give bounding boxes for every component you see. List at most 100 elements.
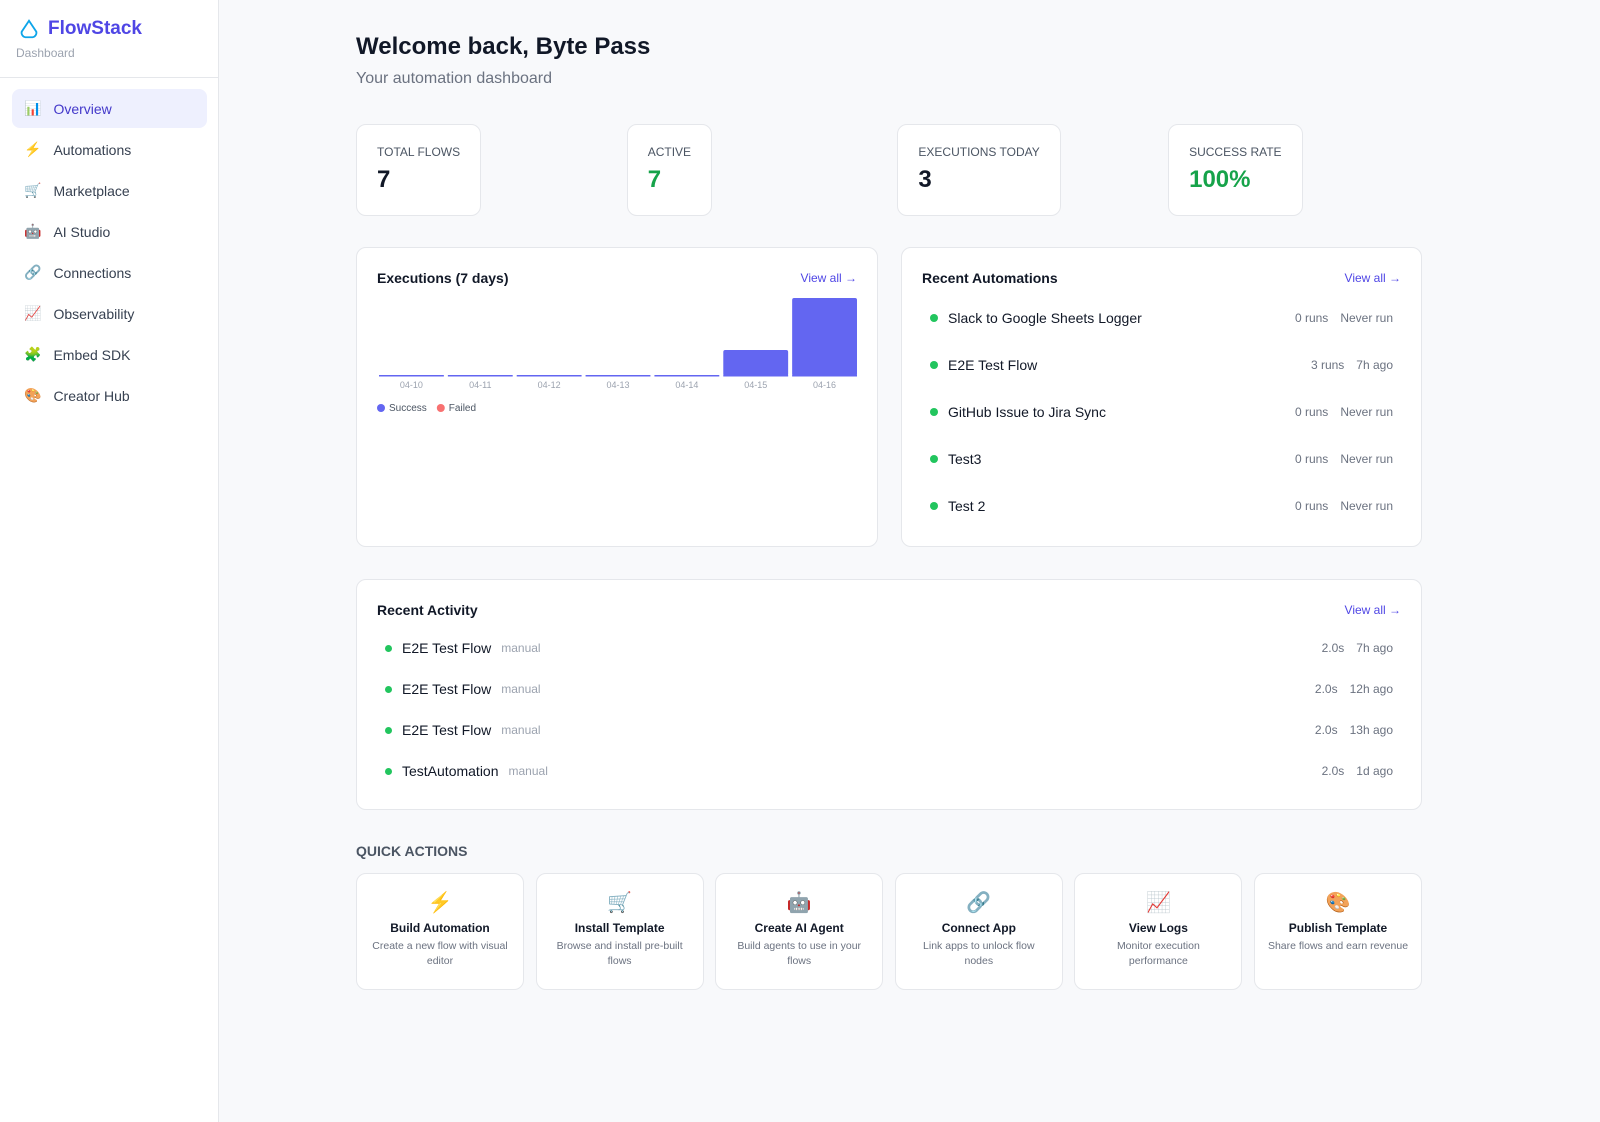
automation-row[interactable]: Test 2 0 runs Never run bbox=[930, 498, 1393, 514]
page-title: Welcome back, Byte Pass bbox=[356, 33, 651, 60]
action-icon: 🤖 bbox=[786, 892, 812, 914]
nav-icon: 🔗 bbox=[24, 264, 42, 280]
flow-name: E2E Test Flow bbox=[402, 681, 492, 697]
nav-item[interactable]: 🧩 Embed SDK bbox=[12, 335, 207, 374]
flow-name: E2E Test Flow bbox=[402, 722, 492, 738]
section-title: QUICK ACTIONS bbox=[356, 843, 468, 859]
status-dot bbox=[930, 502, 938, 510]
action-icon: 🎨 bbox=[1325, 892, 1351, 914]
duration: 2.0s bbox=[1314, 682, 1338, 696]
view-all[interactable]: View all → bbox=[800, 271, 857, 285]
nav-icon: ⚡ bbox=[24, 141, 42, 157]
automation-row[interactable]: Slack to Google Sheets Logger 0 runs Never… bbox=[930, 310, 1393, 326]
page-subtitle: Your automation dashboard bbox=[356, 70, 552, 87]
action-title: Build Automation bbox=[390, 921, 490, 935]
view-all[interactable]: View all → bbox=[1344, 603, 1401, 617]
nav-item[interactable]: 🎨 Creator Hub bbox=[12, 376, 207, 415]
action-title: Publish Template bbox=[1288, 921, 1388, 935]
quick-action[interactable]: 🛒 Install Template Browse and install pre-… bbox=[535, 873, 704, 990]
stat-value: 7 bbox=[377, 166, 391, 193]
status-dot bbox=[930, 408, 938, 416]
activity-row[interactable]: E2E Test Flow manual 2.0s 12h ago bbox=[385, 681, 1393, 697]
nav-icon: 🛒 bbox=[24, 182, 42, 198]
card-title: Executions (7 days) bbox=[377, 270, 509, 286]
card-title: Recent Activity bbox=[377, 602, 478, 618]
divider bbox=[0, 77, 218, 78]
action-description: Build agents to use in your flows bbox=[737, 940, 862, 967]
stat-card: ACTIVE 7 bbox=[626, 124, 713, 216]
nav-item[interactable]: 🤖 AI Studio bbox=[12, 212, 207, 251]
quick-action[interactable]: 🔗 Connect App Link apps to unlock flow nod… bbox=[894, 873, 1063, 990]
status-dot bbox=[930, 314, 938, 322]
run-count: 3 runs bbox=[1310, 358, 1345, 372]
time-ago: 7h ago bbox=[1356, 641, 1393, 655]
duration: 2.0s bbox=[1321, 641, 1345, 655]
nav-label: Automations bbox=[53, 141, 132, 158]
last-run: Never run bbox=[1340, 452, 1393, 466]
nav-label: Connections bbox=[53, 264, 132, 281]
x-tick-label: 04-14 bbox=[675, 380, 698, 390]
stat-label: TOTAL FLOWS bbox=[377, 145, 461, 159]
last-run: Never run bbox=[1340, 311, 1393, 325]
action-description: Link apps to unlock flow nodes bbox=[923, 940, 1035, 967]
trigger: manual bbox=[501, 723, 541, 737]
automation-name: Test3 bbox=[948, 451, 982, 467]
action-icon: 📈 bbox=[1145, 892, 1171, 914]
action-description: Share flows and earn revenue bbox=[1267, 940, 1409, 952]
flow-name: E2E Test Flow bbox=[402, 640, 492, 656]
automation-name: E2E Test Flow bbox=[948, 357, 1038, 373]
legend-swatch bbox=[377, 404, 385, 412]
activity-row[interactable]: E2E Test Flow manual 2.0s 7h ago bbox=[385, 640, 1393, 656]
quick-action[interactable]: 📈 View Logs Monitor execution performance bbox=[1074, 873, 1243, 990]
status-dot bbox=[385, 644, 392, 652]
nav-label: Overview bbox=[53, 100, 112, 117]
nav-item[interactable]: 📊 Overview bbox=[12, 89, 207, 128]
nav-label: Creator Hub bbox=[53, 387, 130, 404]
status-dot bbox=[930, 361, 938, 369]
bar bbox=[723, 350, 789, 376]
flow-name: TestAutomation bbox=[402, 763, 499, 779]
automation-name: GitHub Issue to Jira Sync bbox=[948, 404, 1106, 420]
nav-item[interactable]: 🔗 Connections bbox=[12, 253, 207, 292]
action-title: View Logs bbox=[1128, 921, 1188, 935]
quick-action[interactable]: 🎨 Publish Template Share flows and earn re… bbox=[1254, 873, 1422, 990]
duration: 2.0s bbox=[1321, 764, 1345, 778]
automation-row[interactable]: Test3 0 runs Never run bbox=[930, 451, 1393, 467]
activity-row[interactable]: TestAutomation manual 2.0s 1d ago bbox=[385, 763, 1393, 779]
status-dot bbox=[385, 726, 392, 734]
action-title: Install Template bbox=[574, 921, 665, 935]
brand-subtitle: Dashboard bbox=[16, 46, 75, 60]
trigger: manual bbox=[501, 682, 541, 696]
action-title: Connect App bbox=[941, 921, 1016, 935]
action-icon: 🔗 bbox=[966, 892, 992, 914]
bar-baseline bbox=[516, 375, 582, 377]
automation-name: Test 2 bbox=[948, 498, 986, 514]
run-count: 0 runs bbox=[1294, 499, 1329, 513]
nav-item[interactable]: ⚡ Automations bbox=[12, 130, 207, 169]
status-dot bbox=[385, 685, 392, 693]
automation-row[interactable]: E2E Test Flow 3 runs 7h ago bbox=[930, 357, 1393, 373]
brand[interactable]: FlowStack bbox=[18, 18, 142, 40]
status-dot bbox=[930, 455, 938, 463]
nav-icon: 📊 bbox=[24, 100, 42, 116]
nav-item[interactable]: 📈 Observability bbox=[12, 294, 207, 333]
nav-item[interactable]: 🛒 Marketplace bbox=[12, 171, 207, 210]
x-tick-label: 04-15 bbox=[744, 380, 767, 390]
automation-name: Slack to Google Sheets Logger bbox=[948, 310, 1142, 326]
automation-row[interactable]: GitHub Issue to Jira Sync 0 runs Never run bbox=[930, 404, 1393, 420]
status-dot bbox=[385, 767, 392, 775]
executions-card: Executions (7 days) View all → 04-10 04-1… bbox=[356, 247, 878, 547]
sidebar: FlowStack Dashboard 📊 Overview ⚡ Automation… bbox=[0, 0, 219, 1122]
nav-label: Embed SDK bbox=[53, 346, 131, 363]
run-count: 0 runs bbox=[1294, 452, 1329, 466]
quick-action[interactable]: ⚡ Build Automation Create a new flow with … bbox=[356, 873, 524, 990]
stat-card: TOTAL FLOWS 7 bbox=[356, 124, 482, 216]
time-ago: 12h ago bbox=[1349, 682, 1393, 696]
legend-label: Failed bbox=[449, 403, 476, 414]
stat-value: 100% bbox=[1189, 166, 1251, 193]
view-all[interactable]: View all → bbox=[1344, 271, 1401, 285]
trigger: manual bbox=[501, 641, 541, 655]
activity-row[interactable]: E2E Test Flow manual 2.0s 13h ago bbox=[385, 722, 1393, 738]
quick-action[interactable]: 🤖 Create AI Agent Build agents to use in y… bbox=[715, 873, 884, 990]
